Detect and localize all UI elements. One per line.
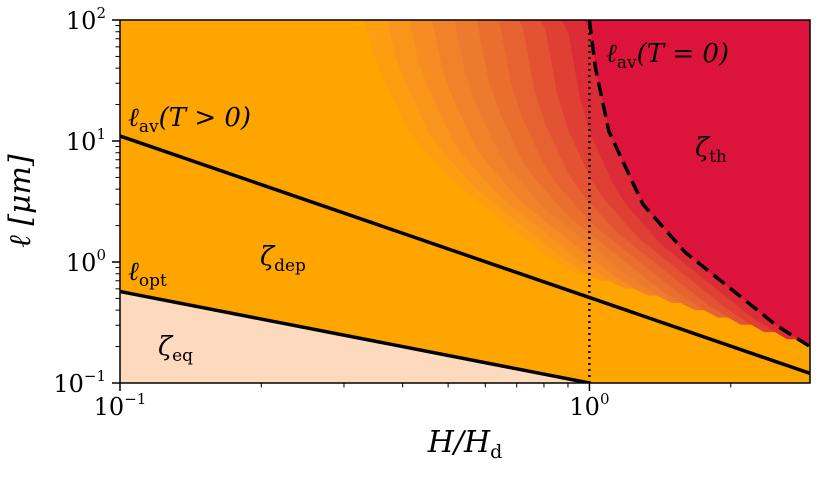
series-line-0 <box>120 134 810 376</box>
y-tick-label: 10−1 <box>53 367 106 398</box>
series-line-1 <box>120 289 590 383</box>
plot-area <box>120 20 810 383</box>
label-zeta-eq: ζeq <box>158 332 193 366</box>
label-l-opt: ℓopt <box>128 257 167 291</box>
x-ticks: 10−1 100 <box>94 383 732 421</box>
y-tick-label: 100 <box>66 246 106 277</box>
y-tick-label: 102 <box>66 4 106 35</box>
x-axis-label: H/Hd <box>427 425 503 463</box>
label-l-av-T-eq-0: ℓav(T = 0) <box>606 39 729 73</box>
y-ticks: 10−1 100 101 102 <box>53 4 120 398</box>
x-tick-label: 100 <box>569 390 609 421</box>
series-line-2 <box>587 20 810 349</box>
series-layer <box>120 20 810 383</box>
label-l-av-T-gt-0: ℓav(T > 0) <box>128 103 251 137</box>
region-th <box>589 20 810 347</box>
x-tick-label: 10−1 <box>94 390 147 421</box>
y-tick-label: 101 <box>66 125 106 156</box>
label-zeta-th: ζth <box>695 133 727 167</box>
plot-frame <box>119 19 811 384</box>
label-zeta-dep: ζdep <box>260 242 306 276</box>
y-axis-label: ℓ [μm] <box>3 154 38 248</box>
